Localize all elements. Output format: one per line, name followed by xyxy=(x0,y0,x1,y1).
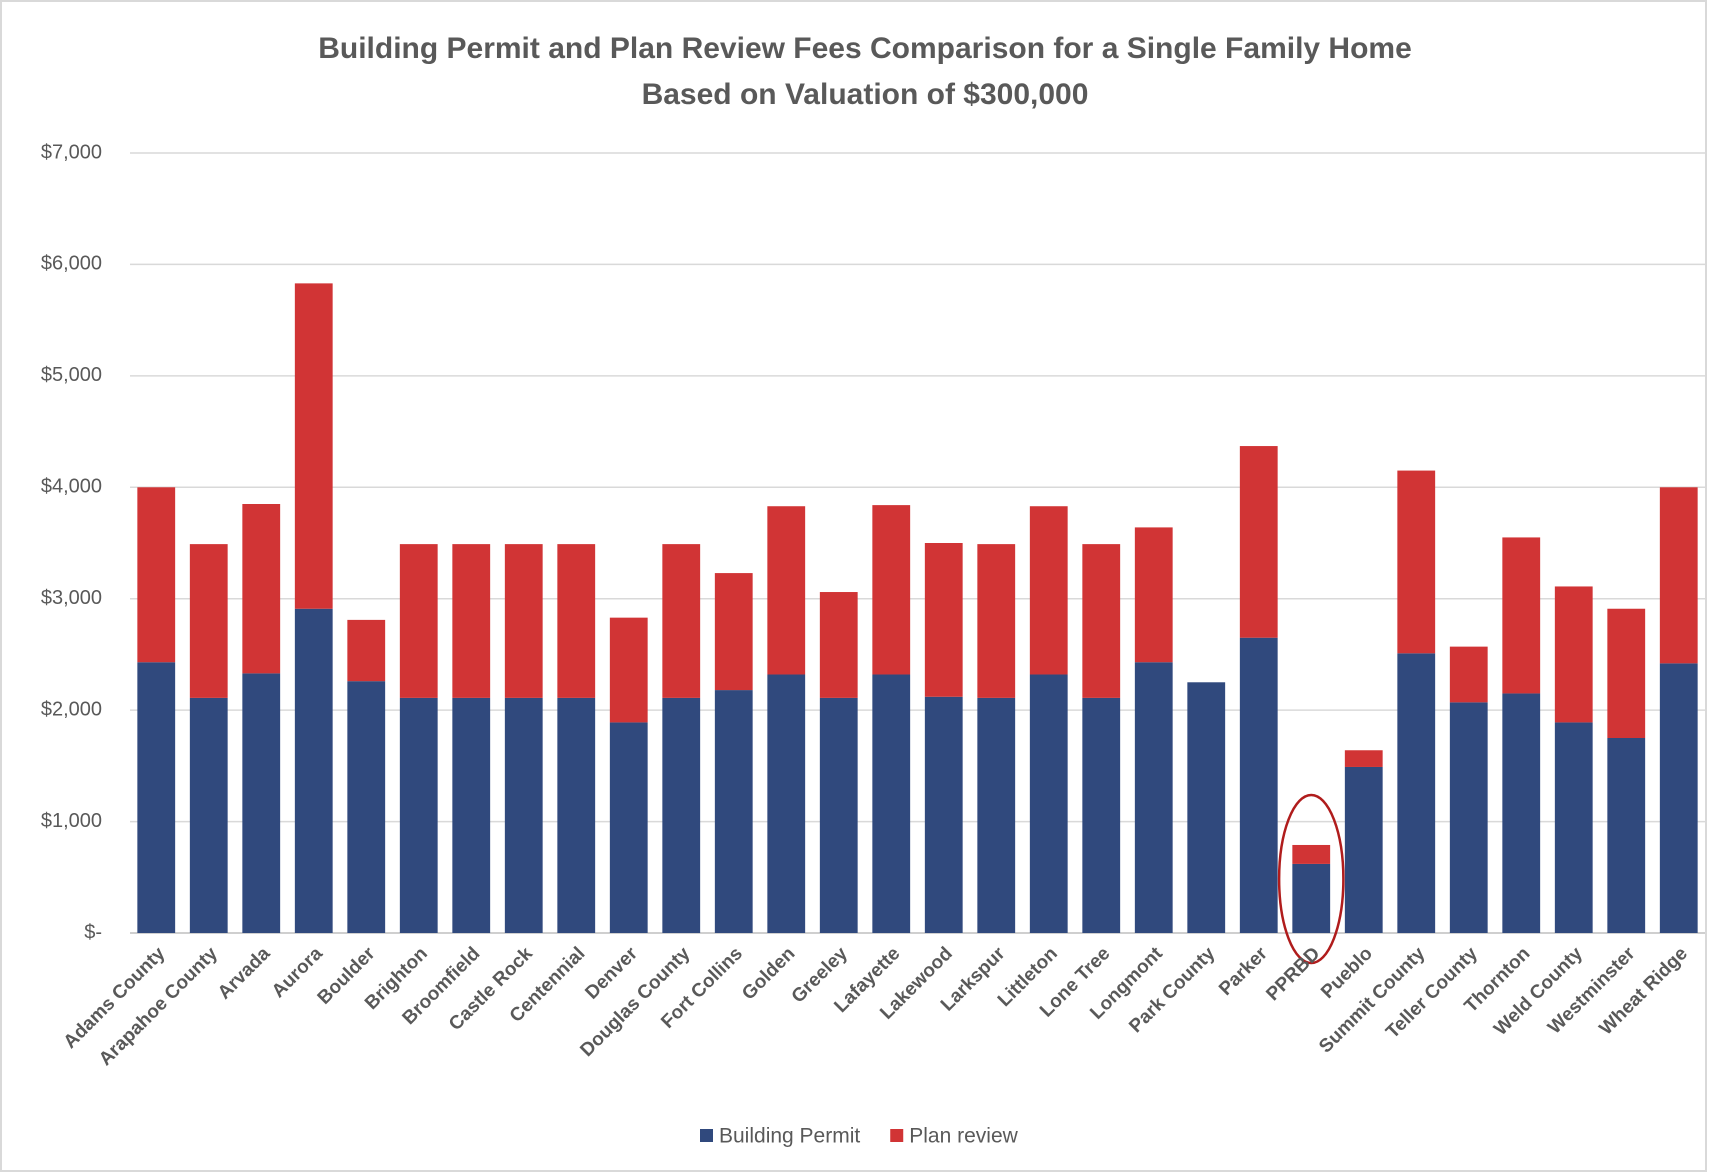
bar-segment xyxy=(1449,702,1488,933)
bar-segment xyxy=(557,697,596,933)
bar-segment xyxy=(137,487,176,663)
bar-segment xyxy=(1397,653,1436,933)
bar-segment xyxy=(347,681,386,933)
bar-segment xyxy=(452,697,491,933)
bar-segment xyxy=(452,544,491,698)
y-tick-label: $1,000 xyxy=(41,810,102,832)
bar-segment xyxy=(1239,446,1278,638)
y-tick-label: $4,000 xyxy=(41,476,102,498)
bar-segment xyxy=(1554,722,1593,933)
bar-segment xyxy=(662,697,701,933)
bar-segment xyxy=(1554,586,1593,723)
legend-swatch xyxy=(700,1129,713,1142)
bar-segment xyxy=(662,544,701,698)
legend-swatch xyxy=(890,1129,904,1142)
bar-segment xyxy=(137,662,176,933)
x-tick-label: Arvada xyxy=(214,943,275,1004)
bar-segment xyxy=(242,673,281,933)
bar-segment xyxy=(1239,637,1278,933)
bar-segment xyxy=(1029,674,1068,933)
x-tick-label: Teller County xyxy=(1382,943,1482,1043)
bar-segment xyxy=(1607,738,1646,933)
bar-segment xyxy=(872,674,911,933)
y-tick-label: $3,000 xyxy=(41,587,102,609)
x-tick-label: PPRBD xyxy=(1262,943,1324,1005)
bar-segment xyxy=(242,504,281,674)
bar-segment xyxy=(1134,662,1173,933)
y-tick-label: $7,000 xyxy=(41,141,102,163)
legend-label: Plan review xyxy=(909,1125,1018,1148)
bar-segment xyxy=(1292,863,1331,933)
highlight-circle xyxy=(1277,793,1345,965)
bar-segment xyxy=(1502,537,1541,694)
bar-segment xyxy=(557,544,596,698)
chart-subtitle: Based on Valuation of $300,000 xyxy=(642,78,1089,111)
bar-segment xyxy=(1502,693,1541,933)
bar-segment xyxy=(609,722,648,933)
bar-segment xyxy=(189,697,228,933)
bar-segment xyxy=(399,697,438,933)
bar-segment xyxy=(1082,544,1121,698)
bar-segment xyxy=(977,544,1016,698)
bar-segment xyxy=(977,697,1016,933)
bar-segment xyxy=(504,697,543,933)
bar-segment xyxy=(294,283,333,609)
bar-segment xyxy=(714,573,753,691)
bar-segment xyxy=(189,544,228,698)
bar-segment xyxy=(924,696,963,933)
bar-segment xyxy=(1344,766,1383,933)
y-tick-label: $- xyxy=(84,921,102,943)
bar-segment xyxy=(714,690,753,933)
legend-label: Building Permit xyxy=(719,1125,860,1148)
bar-segment xyxy=(1292,844,1331,864)
bar-segment xyxy=(1607,608,1646,738)
bar-segment xyxy=(1659,663,1698,933)
bar-segment xyxy=(504,544,543,698)
bar-segment xyxy=(1134,527,1173,663)
y-tick-label: $5,000 xyxy=(41,364,102,386)
bar-segment xyxy=(819,697,858,933)
y-tick-label: $2,000 xyxy=(41,698,102,720)
bar-segment xyxy=(767,674,806,933)
bar-segment xyxy=(1187,682,1226,933)
bar-segment xyxy=(1449,646,1488,703)
bar-segment xyxy=(1082,697,1121,933)
bar-segment xyxy=(1344,750,1383,767)
bar-segment xyxy=(1397,470,1436,654)
bar-segment xyxy=(819,592,858,698)
bar-segment xyxy=(872,505,911,675)
bar-segment xyxy=(399,544,438,698)
bar-segment xyxy=(347,619,386,682)
bar-segment xyxy=(1029,506,1068,675)
bar-segment xyxy=(1659,487,1698,664)
bar-segment xyxy=(767,506,806,675)
y-tick-label: $6,000 xyxy=(41,253,102,275)
bar-segment xyxy=(924,543,963,697)
bar-segment xyxy=(294,608,333,933)
chart-title: Building Permit and Plan Review Fees Com… xyxy=(318,32,1412,65)
bar-segment xyxy=(609,617,648,723)
